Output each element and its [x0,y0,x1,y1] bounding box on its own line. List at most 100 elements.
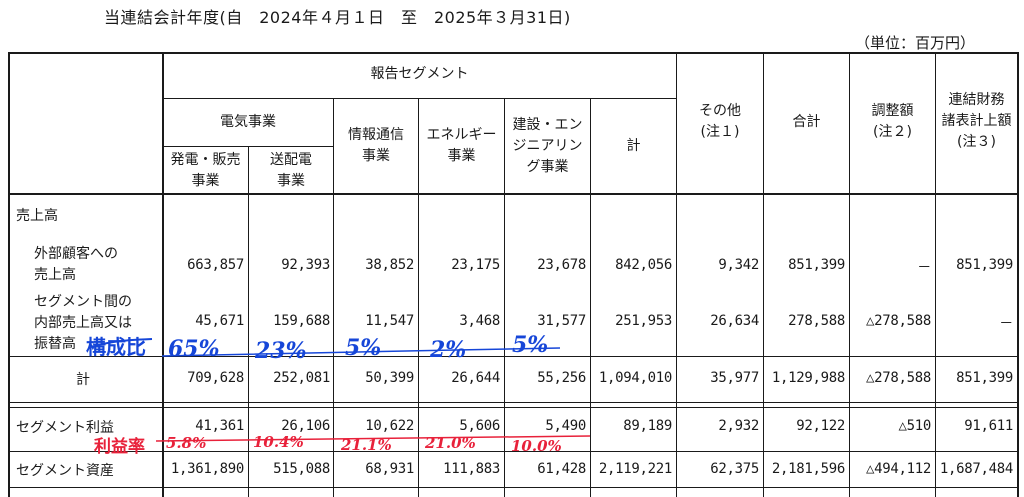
value-profit-col7: 92,122 [796,418,845,434]
rule-above-total [8,356,1018,357]
rule-header-bottom [8,193,1018,195]
value-total-col9: 851,399 [956,370,1013,386]
row-label-intersegment-line3: 振替高 [34,336,76,352]
value-external-col6: 9,342 [718,257,759,273]
header-info-line1: 情報通信 [348,127,404,143]
col-line-7 [676,52,677,497]
value-intersegment-col8: △278,588 [865,313,931,329]
col-line-3 [333,98,334,497]
header-adjustment: 調整額 (注２) [850,101,935,143]
value-external-col1: 92,393 [281,257,330,273]
header-other-line1: その他 [699,103,741,119]
value-external-col8: － [917,260,931,276]
value-total-col8: △278,588 [865,370,931,386]
value-assets-col2: 68,931 [365,461,414,477]
col-line-9 [849,52,850,497]
value-external-col5: 842,056 [615,257,672,273]
handwritten-composition-label: 構成比 [86,335,146,359]
header-construction: 建設・エン ジニアリン グ事業 [505,115,590,178]
header-consolidated-line1: 連結財務 [948,92,1005,108]
value-intersegment-col0: 45,671 [195,313,244,329]
value-assets-col7: 2,181,596 [771,461,845,477]
header-construction-line2: ジニアリン [512,138,583,154]
handwritten-margin-2: 21.1% [341,436,392,454]
row-label-segment-profit: セグメント利益 [16,420,114,436]
value-profit-col5: 89,189 [623,418,672,434]
header-info-comm: 情報通信 事業 [334,125,418,167]
value-intersegment-col7: 278,588 [788,313,845,329]
col-line-6 [590,98,591,497]
value-total-col0: 709,628 [187,370,244,386]
handwritten-composition-2: 5% [345,335,382,361]
value-profit-col1: 26,106 [281,418,330,434]
header-transmission-line1: 送配電 [270,152,312,168]
value-assets-col3: 111,883 [443,461,500,477]
header-construction-line3: グ事業 [526,159,569,175]
header-generation: 発電・販売 事業 [163,150,248,192]
header-consolidated-line2: 諸表計上額 [941,113,1012,129]
header-other-line2: (注１) [700,124,740,140]
header-info-line2: 事業 [362,148,390,164]
row-label-total: 計 [76,372,90,388]
rule-above-assets [8,451,1018,452]
value-assets-col0: 1,361,890 [170,461,244,477]
value-intersegment-col4: 31,577 [537,313,586,329]
value-intersegment-col3: 3,468 [459,313,500,329]
header-consolidated: 連結財務 諸表計上額 (注３) [936,90,1017,153]
header-subtotal: 計 [626,138,641,154]
handwritten-margin-label: 利益率 [94,437,145,457]
value-assets-col5: 2,119,221 [598,461,672,477]
col-line-4 [418,98,419,497]
value-profit-col0: 41,361 [195,418,244,434]
value-total-col4: 55,256 [537,370,586,386]
value-total-col2: 50,399 [365,370,414,386]
col-line-5 [504,98,505,497]
value-total-col7: 1,129,988 [771,370,845,386]
row-label-segment-assets: セグメント資産 [16,463,114,479]
header-consolidated-line3: (注３) [957,134,996,150]
handwritten-margin-0: 5.8% [166,434,207,452]
table-caption: 当連結会計年度(自 2024年４月１日 至 2025年３月31日) [104,8,571,27]
value-intersegment-col9: － [999,316,1013,332]
rule-bottom [8,487,1018,488]
value-intersegment-col6: 26,634 [710,313,759,329]
header-construction-line1: 建設・エン [512,117,583,133]
handwritten-composition-1: 23% [255,338,307,364]
header-transmission: 送配電 事業 [249,150,333,192]
row-label-intersegment: セグメント間の 内部売上高又は 振替高 [34,292,132,355]
header-other: その他 (注１) [677,101,763,143]
header-transmission-line2: 事業 [277,173,305,189]
value-total-col6: 35,977 [710,370,759,386]
value-assets-col8: △494,112 [865,461,931,477]
value-profit-col4: 5,490 [545,418,586,434]
value-profit-col9: 91,611 [964,418,1013,434]
value-external-col0: 663,857 [187,257,244,273]
value-external-col3: 23,175 [451,257,500,273]
header-electric: 電気事業 [220,114,276,130]
value-external-col2: 38,852 [365,257,414,273]
handwritten-composition-4: 5% [512,332,549,358]
header-energy-line1: エネルギー [426,127,497,143]
value-assets-col1: 515,088 [273,461,330,477]
header-adjustment-line1: 調整額 [871,103,914,119]
unit-label: （単位：百万円） [855,34,976,52]
col-line-10 [935,52,936,497]
value-external-col9: 851,399 [956,257,1013,273]
row-label-external-line2: 売上高 [34,267,76,283]
value-intersegment-col5: 251,953 [615,313,672,329]
rule-above-profit-double [8,407,1018,408]
col-line-8 [763,52,764,497]
header-generation-line2: 事業 [191,173,220,189]
value-assets-col9: 1,687,484 [939,461,1013,477]
header-adjustment-line2: (注２) [873,124,912,140]
handwritten-margin-1: 10.4% [253,433,304,451]
handwritten-margin-3: 21.0% [425,434,476,452]
value-external-col7: 851,399 [788,257,845,273]
row-label-intersegment-line1: セグメント間の [34,294,132,310]
header-energy-line2: 事業 [447,148,476,164]
value-profit-col8: △510 [898,418,931,434]
rule-top [8,52,1018,54]
handwritten-composition-3: 2% [430,337,467,363]
value-profit-col2: 10,622 [365,418,414,434]
